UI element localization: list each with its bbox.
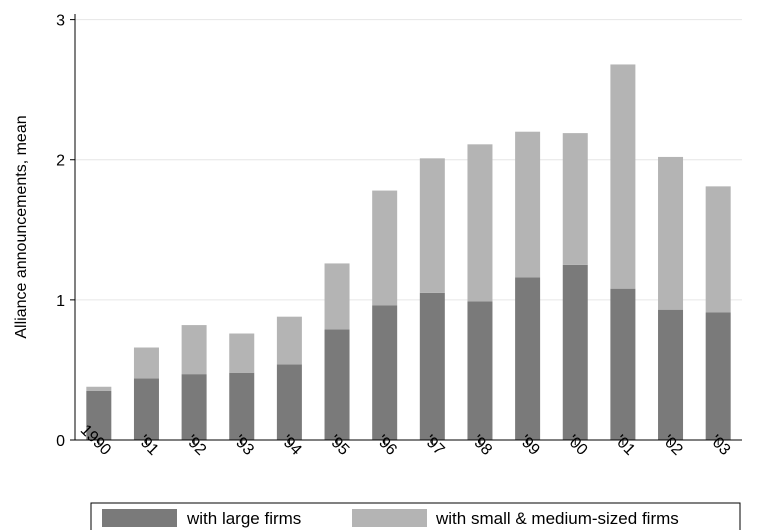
legend-swatch [352,509,427,527]
bar-large-firms [372,305,398,440]
bar-sme-firms [276,316,302,365]
bar-large-firms [324,329,350,440]
bar-sme-firms [324,263,350,330]
bar-large-firms [229,372,255,440]
bar-large-firms [133,378,159,440]
bar-large-firms [276,364,302,440]
bar-sme-firms [467,144,493,302]
bar-sme-firms [372,190,398,306]
bar-large-firms [419,292,445,440]
y-ticks: 0 1 2 3 [56,13,75,450]
legend-label: with small & medium-sized firms [435,509,679,528]
bar-large-firms [610,288,636,440]
bar-sme-firms [705,186,731,313]
gridlines [75,19,742,301]
legend: with large firms with small & medium-size… [90,502,741,530]
y-tick-label: 0 [56,433,65,450]
bar-sme-firms [562,133,588,265]
bar-sme-firms [658,156,684,310]
bar-sme-firms [229,333,255,373]
y-axis-title: Alliance announcements, mean [13,115,30,338]
bar-large-firms [515,277,541,440]
legend-label: with large firms [186,509,301,528]
y-tick-label: 3 [56,13,65,30]
bar-large-firms [181,374,207,440]
bar-sme-firms [181,325,207,375]
bar-large-firms [86,390,112,440]
bar-sme-firms [86,386,112,391]
y-tick-label: 1 [56,293,65,310]
bar-sme-firms [610,64,636,289]
legend-swatch [102,509,177,527]
bar-sme-firms [419,158,445,293]
bar-sme-firms [515,131,541,278]
y-tick-label: 2 [56,153,65,170]
bars [86,64,731,440]
bar-sme-firms [133,347,159,379]
bar-large-firms [705,312,731,440]
bar-large-firms [467,301,493,440]
bar-large-firms [562,264,588,440]
bar-large-firms [658,309,684,440]
